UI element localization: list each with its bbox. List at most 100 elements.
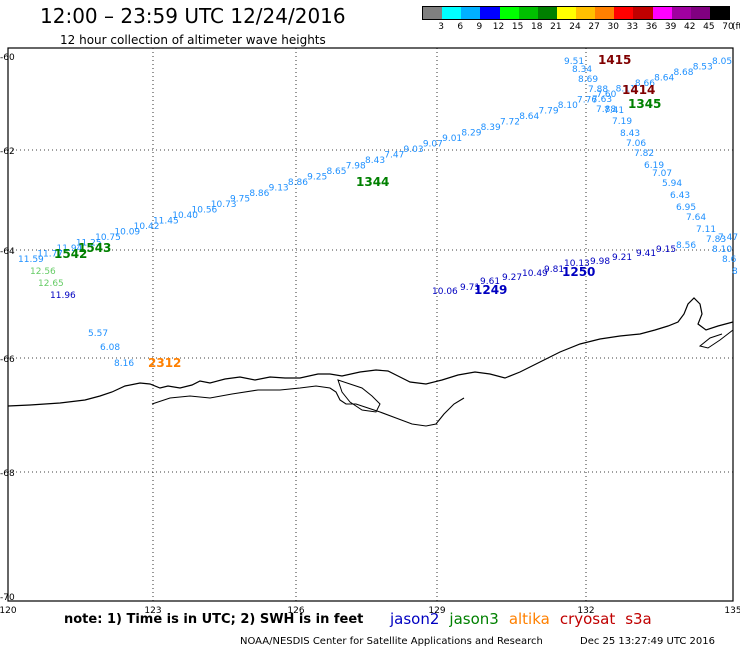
track-point-label: 7.88 bbox=[596, 105, 616, 115]
track-point-label: 10.40 bbox=[172, 211, 198, 221]
legend-tick-label: 45 bbox=[703, 22, 715, 32]
longitude-label: 123 bbox=[144, 606, 161, 616]
track-point-label: 10.13 bbox=[564, 259, 590, 269]
pass-id-label: 1249 bbox=[474, 283, 507, 297]
legend-swatch bbox=[461, 7, 481, 19]
track-point-label: 10.73 bbox=[211, 200, 237, 210]
pass-id-label: 1250 bbox=[562, 265, 595, 279]
track-point-label: 5.94 bbox=[662, 179, 682, 189]
legend-tick-label: 18 bbox=[531, 22, 543, 32]
legend-tick-label: 42 bbox=[684, 22, 696, 32]
legend-swatch bbox=[423, 7, 443, 19]
latitude-label: -64 bbox=[0, 247, 15, 257]
legend-tick-label: 6 bbox=[457, 22, 464, 32]
latitude-label: -70 bbox=[0, 593, 15, 603]
track-point-label: 7.47 bbox=[384, 151, 404, 161]
track-point-label: 8.68 bbox=[673, 68, 693, 78]
track-point-label: 11.96 bbox=[50, 291, 76, 301]
satellite-legend-item: jason3 bbox=[449, 610, 499, 628]
legend-swatch bbox=[480, 7, 500, 19]
track-point-label: 8.05 bbox=[712, 57, 732, 67]
legend-swatch bbox=[614, 7, 634, 19]
track-point-label: 9.71 bbox=[460, 283, 480, 293]
track-point-label: 9.27 bbox=[502, 273, 522, 283]
track-point-label: 11.94 bbox=[57, 244, 83, 254]
coastline bbox=[7, 297, 734, 407]
legend-swatch bbox=[442, 7, 462, 19]
legend-swatch bbox=[652, 7, 672, 19]
track-point-label: 9.15 bbox=[656, 245, 676, 255]
credit-line: NOAA/NESDIS Center for Satellite Applica… bbox=[240, 636, 543, 647]
track-point-label: 8.29 bbox=[461, 129, 481, 139]
legend-swatch bbox=[690, 7, 710, 19]
legend-tick-label: 3 bbox=[438, 22, 444, 32]
satellite-legend-item: s3a bbox=[625, 610, 652, 628]
track-point-label: 11.59 bbox=[18, 255, 44, 265]
track-point-label: 8.10 bbox=[712, 245, 732, 255]
legend-swatch bbox=[671, 7, 691, 19]
track-point-label: 9.01 bbox=[442, 134, 462, 144]
longitude-label: 135 bbox=[724, 606, 740, 616]
legend-swatch bbox=[576, 7, 596, 19]
track-point-label: 8.43 bbox=[365, 156, 385, 166]
track-point-label: 8.34 bbox=[572, 65, 592, 75]
track-point-label: 10.06 bbox=[432, 287, 458, 297]
track-point-label: 7.63 bbox=[592, 95, 612, 105]
track-point-label: 10.75 bbox=[95, 233, 121, 243]
pass-id-label: 1543 bbox=[78, 241, 111, 255]
track-point-label: 8.86 bbox=[288, 178, 308, 188]
track-point-label: 9.25 bbox=[307, 173, 327, 183]
generated-timestamp: Dec 25 13:27:49 UTC 2016 bbox=[580, 636, 715, 647]
legend-tick-label: 39 bbox=[664, 22, 677, 32]
legend-tick-label: 21 bbox=[550, 22, 562, 32]
latitude-label: -62 bbox=[0, 147, 15, 157]
legend-tick-label: 24 bbox=[569, 22, 581, 32]
longitude-label: 120 bbox=[0, 606, 17, 616]
track-point-label: 8.43 bbox=[620, 129, 640, 139]
track-point-label: 12.65 bbox=[38, 279, 64, 289]
track-point-label: 9.75 bbox=[230, 195, 250, 205]
track-point-label: 11.25 bbox=[76, 239, 102, 249]
track-point-label: 5.57 bbox=[88, 329, 108, 339]
pass-id-label: 1542 bbox=[54, 247, 87, 261]
track-point-label: 7.60 bbox=[596, 90, 616, 100]
map-frame bbox=[7, 47, 734, 602]
track-point-label: 6.95 bbox=[676, 203, 696, 213]
track-point-label: 6.08 bbox=[100, 343, 120, 353]
satellite-legend-item: altika bbox=[508, 610, 550, 628]
pass-id-label: 2312 bbox=[148, 356, 181, 370]
legend-swatch bbox=[556, 7, 576, 19]
track-point-label: 7.76 bbox=[577, 96, 597, 106]
map-title: 12:00 – 23:59 UTC 12/24/2016 bbox=[40, 4, 346, 28]
track-point-label: 7.98 bbox=[346, 162, 366, 172]
units-note: note: 1) Time is in UTC; 2) SWH is in fe… bbox=[64, 612, 364, 627]
legend-tick-label: 30 bbox=[607, 22, 619, 32]
track-point-label: 8.6 bbox=[722, 255, 737, 265]
coast-inlet bbox=[698, 329, 734, 349]
track-point-label: 10.09 bbox=[114, 228, 140, 238]
legend-tick-label: 15 bbox=[511, 22, 524, 32]
latitude-label: -68 bbox=[0, 469, 15, 479]
track-point-label: 8.39 bbox=[481, 123, 501, 133]
legend-tick-label: 27 bbox=[588, 22, 600, 32]
track-point-label: 9.03 bbox=[404, 145, 424, 155]
legend-swatch bbox=[537, 7, 557, 19]
longitude-label: 132 bbox=[577, 606, 594, 616]
ice-shelf-edge bbox=[151, 385, 465, 427]
track-point-label: 10.42 bbox=[134, 222, 160, 232]
legend-unit: (ft) bbox=[732, 22, 740, 32]
track-point-label: 8.16 bbox=[114, 359, 134, 369]
track-point-label: 8.11 bbox=[616, 85, 636, 95]
track-point-label: 7.83 bbox=[706, 235, 726, 245]
pass-id-label: 1414 bbox=[622, 83, 655, 97]
track-point-label: 6.43 bbox=[670, 191, 690, 201]
track-point-label: 6.19 bbox=[644, 161, 664, 171]
track-point-label: 8 bbox=[732, 267, 738, 277]
map-subtitle: 12 hour collection of altimeter wave hei… bbox=[60, 33, 326, 47]
track-point-label: 9.07 bbox=[423, 140, 443, 150]
track-point-label: 11.77 bbox=[37, 250, 63, 260]
track-point-label: 10.56 bbox=[192, 206, 218, 216]
legend-tick-label: 36 bbox=[645, 22, 658, 32]
